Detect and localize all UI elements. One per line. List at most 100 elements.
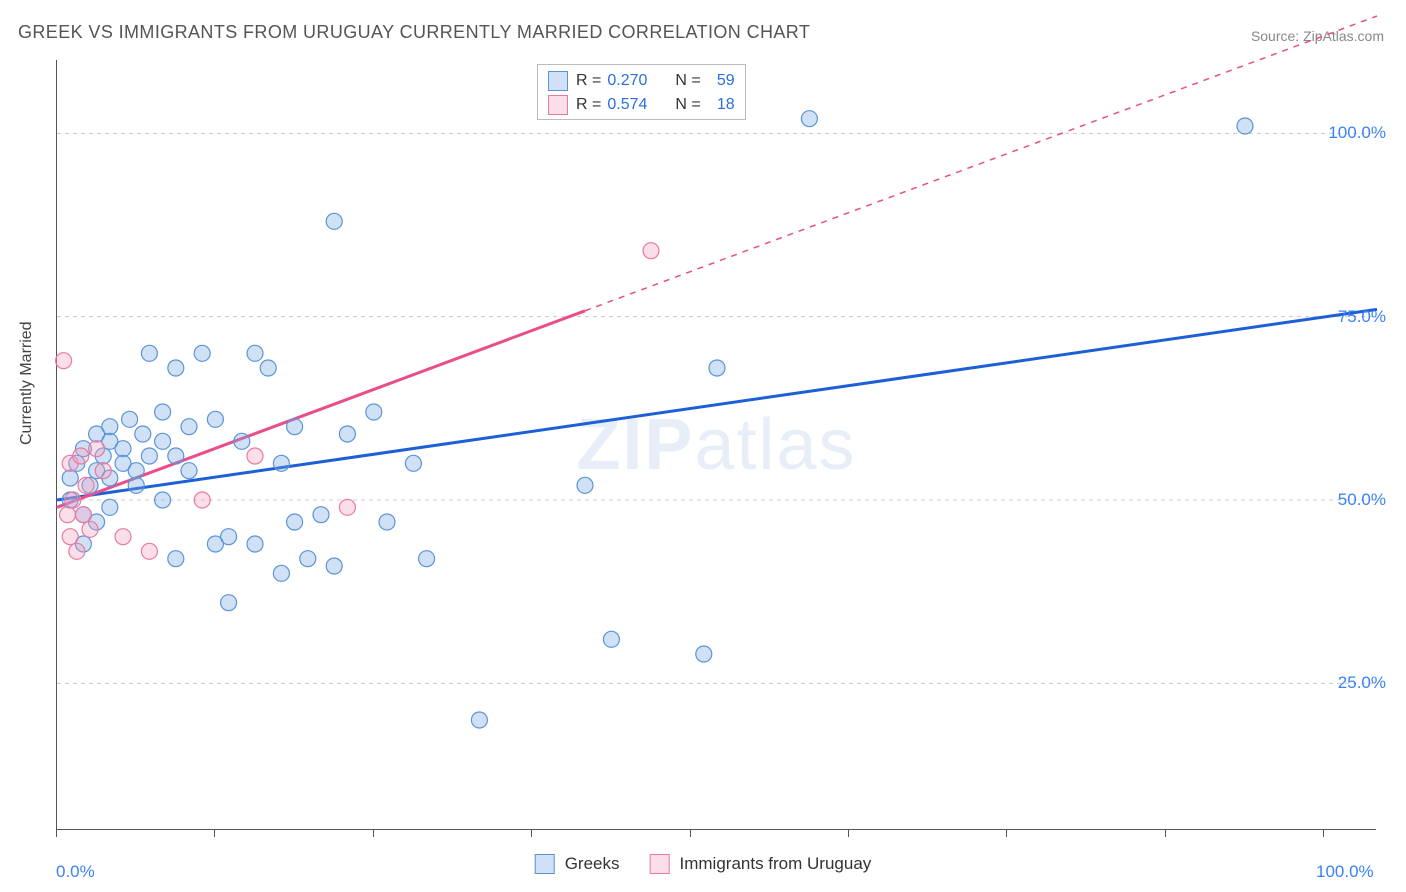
data-point <box>69 543 85 559</box>
data-point <box>221 529 237 545</box>
data-point <box>95 463 111 479</box>
r-value: 0.574 <box>607 93 659 117</box>
data-point <box>155 433 171 449</box>
data-point <box>62 529 78 545</box>
x-tick-label: 100.0% <box>1316 862 1374 882</box>
data-point <box>207 411 223 427</box>
data-point <box>577 477 593 493</box>
legend-label: Greeks <box>565 854 620 874</box>
data-point <box>221 595 237 611</box>
data-point <box>141 345 157 361</box>
x-tick <box>690 829 691 837</box>
data-point <box>155 404 171 420</box>
data-point <box>194 492 210 508</box>
data-point <box>181 463 197 479</box>
x-tick <box>1165 829 1166 837</box>
y-tick-label: 75.0% <box>1338 307 1386 327</box>
legend-item: Immigrants from Uruguay <box>650 854 872 874</box>
y-tick-label: 25.0% <box>1338 673 1386 693</box>
data-point <box>115 529 131 545</box>
data-point <box>709 360 725 376</box>
data-point <box>60 507 76 523</box>
data-point <box>78 477 94 493</box>
data-point <box>801 111 817 127</box>
plot-svg <box>57 60 1377 830</box>
data-point <box>1237 118 1253 134</box>
data-point <box>168 360 184 376</box>
x-tick <box>373 829 374 837</box>
data-point <box>260 360 276 376</box>
data-point <box>273 565 289 581</box>
data-point <box>65 492 81 508</box>
data-point <box>122 411 138 427</box>
chart-title: GREEK VS IMMIGRANTS FROM URUGUAY CURRENT… <box>18 22 810 43</box>
data-point <box>168 448 184 464</box>
n-value: 18 <box>707 93 735 117</box>
x-tick <box>1323 829 1324 837</box>
source-label: Source: ZipAtlas.com <box>1251 28 1384 44</box>
data-point <box>405 455 421 471</box>
data-point <box>141 448 157 464</box>
data-point <box>155 492 171 508</box>
data-point <box>181 419 197 435</box>
data-point <box>300 551 316 567</box>
r-label: R = <box>576 69 601 93</box>
data-point <box>141 543 157 559</box>
data-point <box>379 514 395 530</box>
data-point <box>234 433 250 449</box>
series-legend: Greeks Immigrants from Uruguay <box>535 854 872 874</box>
r-label: R = <box>576 93 601 117</box>
data-point <box>56 353 72 369</box>
stats-row: R =0.270 N = 59 <box>548 69 735 93</box>
data-point <box>247 345 263 361</box>
data-point <box>326 558 342 574</box>
series-swatch <box>535 854 555 874</box>
chart-container: GREEK VS IMMIGRANTS FROM URUGUAY CURRENT… <box>0 0 1406 892</box>
data-point <box>168 551 184 567</box>
data-point <box>643 243 659 259</box>
x-tick <box>214 829 215 837</box>
data-point <box>471 712 487 728</box>
y-tick-label: 100.0% <box>1328 123 1386 143</box>
data-point <box>62 470 78 486</box>
data-point <box>247 448 263 464</box>
y-tick-label: 50.0% <box>1338 490 1386 510</box>
legend-item: Greeks <box>535 854 620 874</box>
r-value: 0.270 <box>607 69 659 93</box>
data-point <box>135 426 151 442</box>
trend-line <box>57 309 1377 500</box>
stats-legend: R =0.270 N = 59 R =0.574 N = 18 <box>537 64 746 120</box>
data-point <box>419 551 435 567</box>
series-swatch <box>548 95 568 115</box>
n-label: N = <box>675 93 700 117</box>
data-point <box>75 507 91 523</box>
x-tick <box>56 829 57 837</box>
data-point <box>128 463 144 479</box>
data-point <box>603 631 619 647</box>
data-point <box>696 646 712 662</box>
data-point <box>102 499 118 515</box>
data-point <box>287 514 303 530</box>
data-point <box>73 448 89 464</box>
data-point <box>326 213 342 229</box>
plot-area: ZIPatlas R =0.270N =59R =0.574N =18 <box>56 60 1376 830</box>
data-point <box>89 441 105 457</box>
legend-label: Immigrants from Uruguay <box>680 854 872 874</box>
stats-row: R =0.574 N = 18 <box>548 93 735 117</box>
data-point <box>339 426 355 442</box>
data-point <box>102 419 118 435</box>
data-point <box>194 345 210 361</box>
n-label: N = <box>675 69 700 93</box>
series-swatch <box>650 854 670 874</box>
data-point <box>287 419 303 435</box>
data-point <box>82 521 98 537</box>
x-tick <box>1006 829 1007 837</box>
data-point <box>313 507 329 523</box>
x-tick-label: 0.0% <box>56 862 95 882</box>
data-point <box>339 499 355 515</box>
x-tick <box>531 829 532 837</box>
n-value: 59 <box>707 69 735 93</box>
data-point <box>115 441 131 457</box>
data-point <box>366 404 382 420</box>
data-point <box>128 477 144 493</box>
